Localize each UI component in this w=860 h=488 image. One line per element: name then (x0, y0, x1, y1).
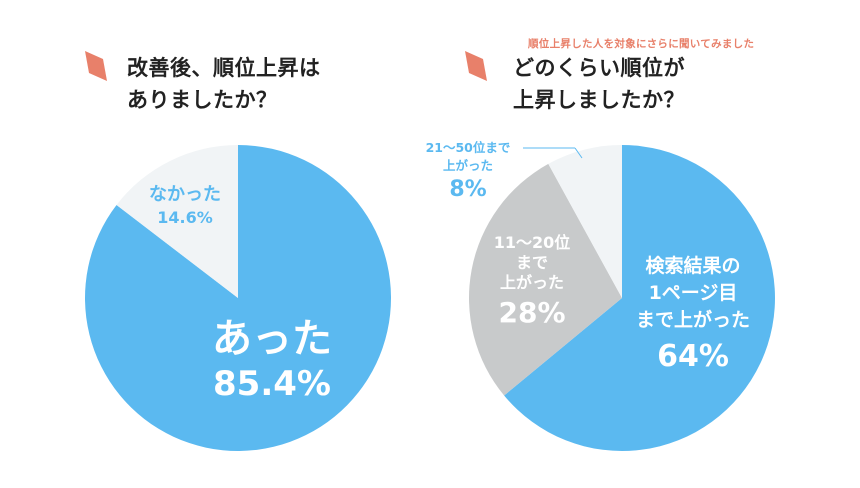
pie-slice-21-50 (548, 145, 622, 298)
label-page1-line1: 検索結果の (645, 254, 740, 277)
label-page1-line2: 1ページ目 (649, 282, 738, 304)
left-title-marker (85, 51, 107, 81)
label-11-20-line1: 11～20位 (494, 233, 571, 252)
pct-nakatta: 14.6% (157, 208, 213, 227)
label-page1-line3: まで上がった (636, 308, 750, 331)
right-chart-title: どのくらい順位が 上昇しましたか？ (513, 52, 685, 116)
pie-slice-atta (85, 145, 392, 452)
leader-line-21-50-tail (574, 147, 583, 159)
right-title-line1: どのくらい順位が (513, 56, 685, 80)
left-title-line1: 改善後、順位上昇は (127, 56, 321, 80)
pct-21-50: 8% (449, 177, 486, 202)
label-21-50-line2: 上がった (443, 158, 493, 173)
pct-page1: 64% (657, 339, 729, 374)
right-title-marker (465, 51, 487, 81)
label-21-50-line1: 21～50位まで (426, 140, 511, 155)
left-chart-title: 改善後、順位上昇は ありましたか？ (127, 52, 321, 116)
pct-11-20: 28% (498, 296, 565, 329)
pct-atta: 85.4% (213, 364, 331, 404)
pie-slice-11-20 (468, 163, 622, 396)
left-pie (85, 145, 392, 452)
label-nakatta: なかった (149, 184, 221, 205)
right-pie (468, 145, 775, 452)
right-chart-note: 順位上昇した人を対象にさらに聞いてみました (528, 38, 755, 50)
label-atta: あった (212, 316, 332, 362)
pie-slice-page1 (504, 145, 775, 452)
label-11-20-line2: まで (516, 253, 548, 272)
label-11-20-line3: 上がった (500, 273, 564, 292)
right-title-line2: 上昇しましたか？ (513, 88, 685, 112)
left-title-line2: ありましたか？ (127, 88, 278, 112)
pie-slice-nakatta (116, 145, 238, 298)
